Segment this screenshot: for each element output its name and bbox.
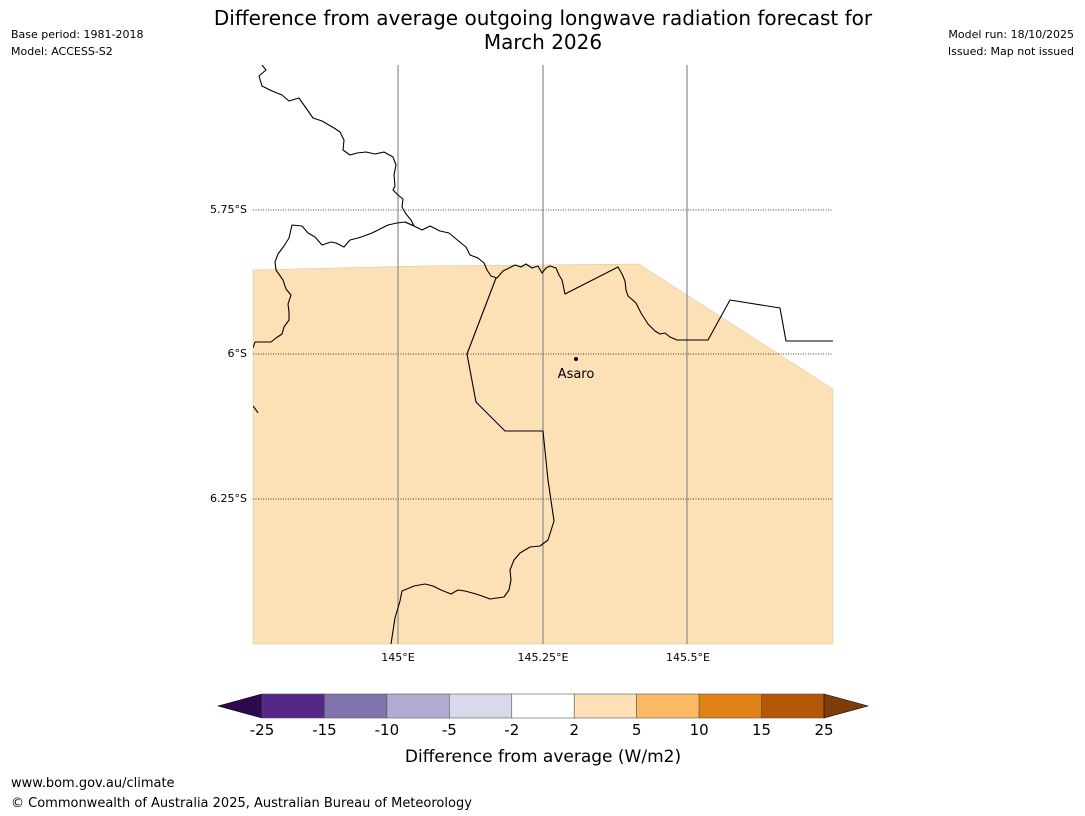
footer-copyright: © Commonwealth of Australia 2025, Austra… <box>11 796 472 811</box>
colorbar-tick-label: 2 <box>569 721 579 739</box>
issued-text: Issued: Map not issued <box>947 45 1074 58</box>
boundary-west-stub <box>253 405 259 414</box>
map-title: Difference from average outgoing longwav… <box>143 6 943 54</box>
lon-label-145-25: 145.25°E <box>518 651 569 664</box>
colorbar-tick-label: 15 <box>752 721 771 739</box>
colorbar-segment <box>511 693 575 719</box>
map-title-line-1: Difference from average outgoing longwav… <box>213 6 873 30</box>
colorbar-segment <box>261 693 325 719</box>
colorbar-tick-label: -5 <box>442 721 457 739</box>
place-label-asaro: Asaro <box>558 367 595 382</box>
colorbar: -25 -15 -10 -5 -2 2 5 10 15 25 Difference from av… <box>216 693 870 767</box>
colorbar-tick-label: -2 <box>504 721 519 739</box>
lon-label-145-5: 145.5°E <box>666 651 710 664</box>
boundary-northeast <box>404 221 833 342</box>
colorbar-under-arrow <box>216 693 263 719</box>
colorbar-tick-label: 5 <box>632 721 642 739</box>
metadata-right: Model run: 18/10/2025 Issued: Map not is… <box>948 26 1074 60</box>
lat-label-6: 6°S <box>228 347 247 360</box>
colorbar-segment <box>761 693 825 719</box>
colorbar-tick-label: -15 <box>312 721 337 739</box>
colorbar-tick-label: -10 <box>375 721 400 739</box>
model-text: Model: ACCESS-S2 <box>11 45 113 58</box>
metadata-left: Base period: 1981-2018 Model: ACCESS-S2 <box>11 26 143 60</box>
footer: www.bom.gov.au/climate © Commonwealth of… <box>11 774 472 814</box>
map-lines <box>253 65 833 644</box>
base-period-text: Base period: 1981-2018 <box>11 28 144 41</box>
colorbar-over-arrow <box>823 693 870 719</box>
colorbar-title: Difference from average (W/m2) <box>405 747 681 767</box>
colorbar-segment <box>573 693 637 719</box>
colorbar-segment <box>698 693 762 719</box>
colorbar-tick-label: 10 <box>690 721 709 739</box>
lon-label-145: 145°E <box>381 651 414 664</box>
map-title-line-2: March 2026 <box>483 30 603 54</box>
colorbar-tick-label: 25 <box>814 721 833 739</box>
model-run-text: Model run: 18/10/2025 <box>948 28 1074 41</box>
location-dot-icon <box>574 357 578 361</box>
lat-label-5-75: 5.75°S <box>210 203 247 216</box>
boundary-central <box>390 277 555 644</box>
colorbar-segment <box>449 693 513 719</box>
colorbar-segment <box>386 693 450 719</box>
colorbar-segment <box>324 693 388 719</box>
colorbar-segment <box>636 693 700 719</box>
boundary-north <box>253 65 415 349</box>
colorbar-tick-label: -25 <box>250 721 275 739</box>
footer-url: www.bom.gov.au/climate <box>11 776 175 791</box>
lat-label-6-25: 6.25°S <box>210 492 247 505</box>
